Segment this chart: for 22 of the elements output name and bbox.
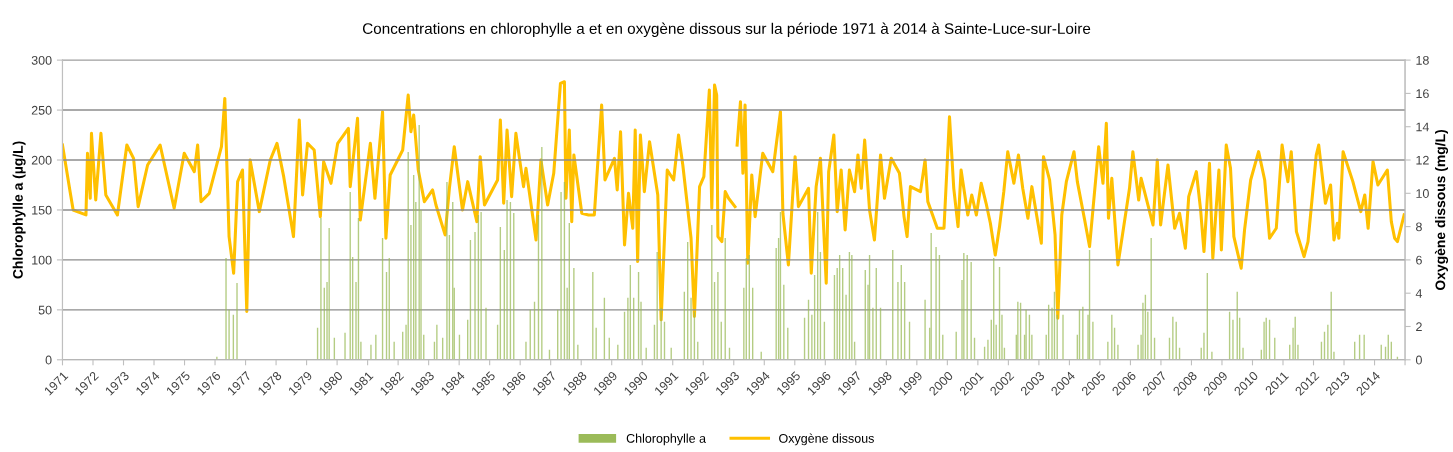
y2-tick-label: 18: [1416, 55, 1429, 65]
y-axis-title: Chlorophylle a (µg/L): [12, 141, 26, 279]
y2-tick-label: 2: [1416, 322, 1422, 332]
y2-tick-label: 8: [1416, 222, 1422, 232]
y2-tick-label: 12: [1416, 155, 1429, 165]
y2-tick-label: 10: [1416, 189, 1429, 198]
y2-tick-label: 0: [1415, 355, 1422, 365]
y-tick-label: 150: [32, 205, 52, 215]
y-tick-label: 100: [32, 255, 52, 265]
y2-tick-label: 16: [1416, 89, 1429, 99]
y2-axis-title: Oxygène dissous (mg/L): [1434, 129, 1449, 291]
legend-label: Chlorophylle a: [626, 433, 707, 446]
y-tick-label: 300: [31, 55, 52, 65]
y-tick-label: 0: [45, 355, 52, 365]
y2-tick-label: 6: [1416, 255, 1422, 265]
y-tick-label: 250: [31, 105, 52, 115]
y-tick-label: 50: [38, 305, 52, 315]
legend-label: Oxygène dissous: [779, 433, 874, 446]
y2-tick-label: 14: [1416, 122, 1430, 132]
y2-tick-label: 4: [1415, 289, 1423, 298]
chart-title: Concentrations en chlorophylle a et en oxygène dissous sur la période 1971 à 2014 à Sainte-Luce-sur-Loire: [362, 22, 1091, 38]
y-tick-label: 200: [31, 155, 52, 165]
